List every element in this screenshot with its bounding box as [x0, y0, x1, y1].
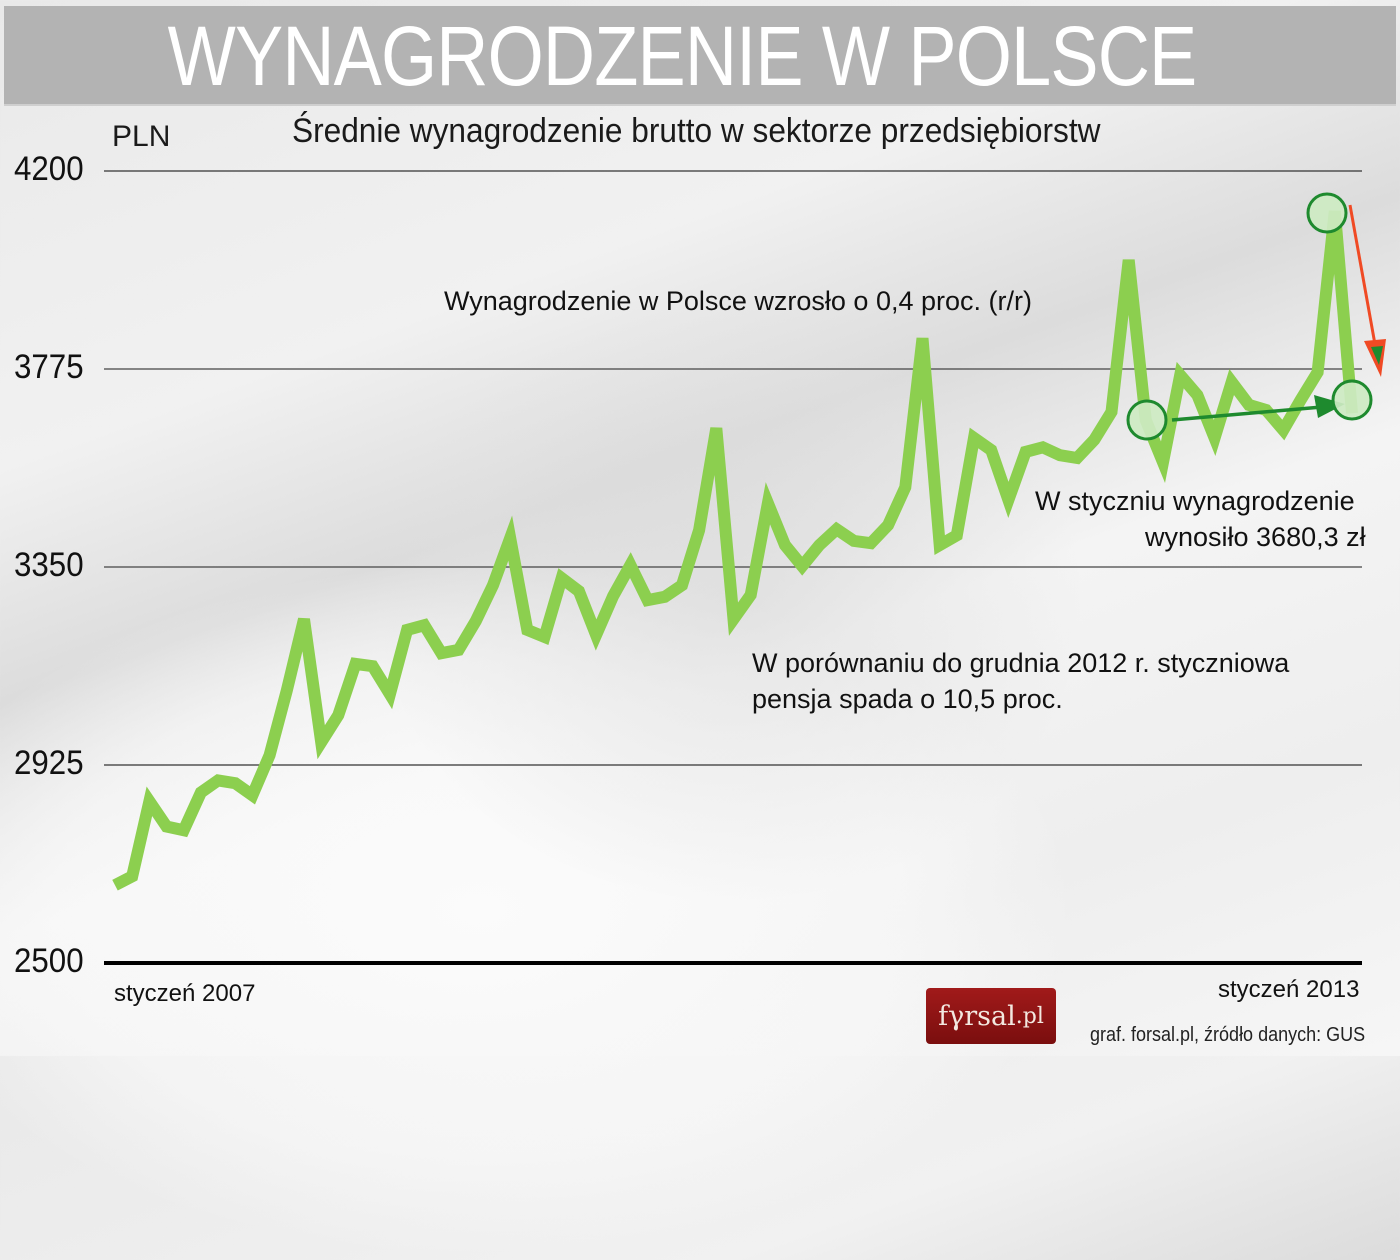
y-tick-2925: 2925: [14, 744, 84, 782]
mom-drop-arrow: [1348, 204, 1386, 377]
annotation-january-line1: W styczniu wynagrodzenie: [1035, 486, 1355, 516]
line-chart: [104, 170, 1386, 965]
annotation-january-line2: wynosiło 3680,3 zł: [1145, 522, 1366, 552]
y-axis-unit: PLN: [112, 120, 171, 153]
logo-text: fγrsal: [938, 1000, 1016, 1032]
y-tick-3775: 3775: [14, 348, 84, 386]
annotation-compare-line2: pensja spada o 10,5 proc.: [752, 684, 1063, 714]
y-tick-3350: 3350: [14, 546, 84, 584]
gridlines: [104, 170, 1362, 965]
arrow-head-icon: [1364, 339, 1386, 377]
logo-suffix: .pl: [1015, 1003, 1044, 1029]
x-label-end: styczeń 2013: [1218, 976, 1360, 1003]
y-tick-2500: 2500: [14, 942, 84, 980]
y-tick-4200: 4200: [14, 150, 84, 188]
title-bar: WYNAGRODZENIE W POLSCE: [4, 6, 1396, 106]
forsal-logo[interactable]: fγrsal .pl: [926, 988, 1056, 1044]
annotation-compare-line1: W porównaniu do grudnia 2012 r. stycznio…: [752, 648, 1290, 678]
marker-jan-2012: [1126, 399, 1168, 441]
yoy-arrow: [1171, 395, 1345, 422]
source-credit: graf. forsal.pl, źródło danych: GUS: [1090, 1024, 1366, 1046]
marker-dec-2012: [1306, 192, 1348, 234]
marker-jan-2013: [1331, 379, 1373, 421]
chart-title: WYNAGRODZENIE W POLSCE: [167, 9, 1198, 103]
chart-subtitle: Średnie wynagrodzenie brutto w sektorze …: [292, 112, 1101, 150]
x-label-start: styczeń 2007: [114, 980, 256, 1007]
arrow-head-icon: [1314, 395, 1345, 418]
annotation-growth: Wynagrodzenie w Polsce wzrosło o 0,4 pro…: [444, 286, 1032, 316]
